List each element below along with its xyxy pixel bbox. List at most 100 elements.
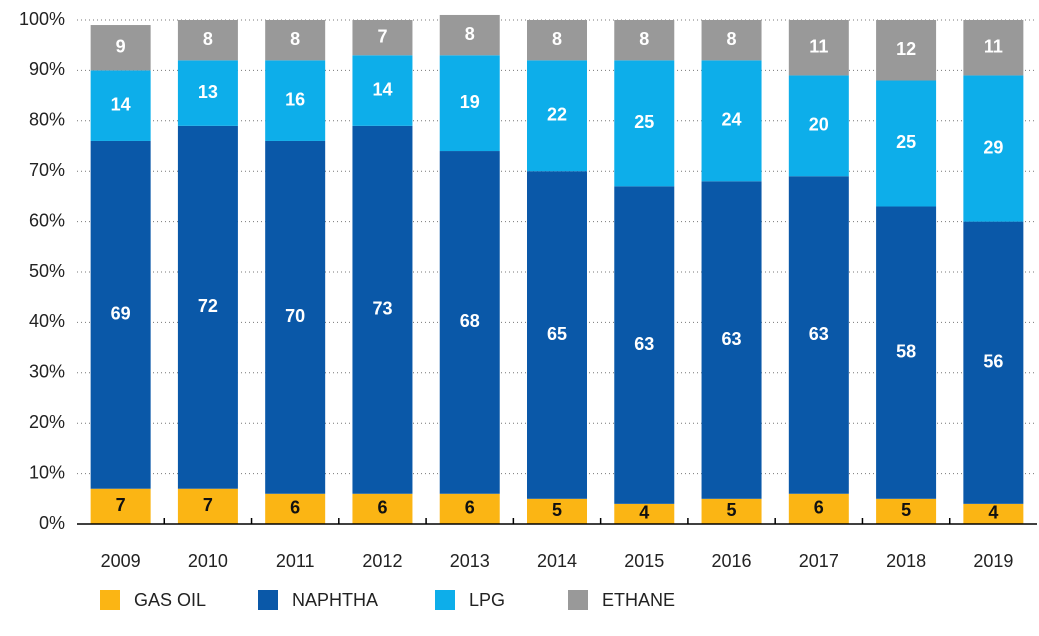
data-label: 68 <box>460 311 480 331</box>
data-label: 5 <box>901 500 911 520</box>
bar-segment <box>352 125 413 494</box>
data-label: 5 <box>552 500 562 520</box>
x-tick-label: 2013 <box>450 551 490 571</box>
bar-segment <box>527 171 587 499</box>
data-label: 69 <box>111 304 131 324</box>
data-label: 63 <box>634 334 654 354</box>
x-tick-label: 2010 <box>188 551 228 571</box>
legend-label: GAS OIL <box>134 590 206 610</box>
y-tick-label: 60% <box>29 210 65 230</box>
legend-swatch <box>100 590 120 610</box>
bar-segment <box>265 20 326 61</box>
x-tick-label: 2011 <box>276 551 315 571</box>
bar-segment <box>265 60 326 141</box>
x-tick-label: 2014 <box>537 551 577 571</box>
data-label: 8 <box>727 29 737 49</box>
data-label: 24 <box>722 110 742 130</box>
y-tick-label: 100% <box>19 9 65 29</box>
y-tick-label: 50% <box>29 261 65 281</box>
bar-segment <box>177 125 238 489</box>
bar-segment <box>876 206 937 499</box>
data-label: 70 <box>285 306 305 326</box>
data-label: 7 <box>203 495 213 515</box>
data-label: 56 <box>983 351 1003 371</box>
data-label: 19 <box>460 92 480 112</box>
bar-segment <box>352 20 413 56</box>
bar-segment <box>177 60 238 126</box>
data-label: 65 <box>547 324 567 344</box>
bar-segment <box>90 25 151 71</box>
legend-swatch <box>435 590 455 610</box>
y-tick-label: 20% <box>29 412 65 432</box>
bar-segment <box>439 14 500 56</box>
bar-segment <box>527 20 587 61</box>
legend-swatch <box>258 590 278 610</box>
data-label: 22 <box>547 105 567 125</box>
data-label: 8 <box>552 29 562 49</box>
data-label: 11 <box>809 36 828 56</box>
x-tick-label: 2018 <box>886 551 926 571</box>
data-label: 11 <box>984 36 1003 56</box>
bar-segment <box>177 488 238 524</box>
data-label: 9 <box>116 36 126 56</box>
bar-segment <box>963 75 1024 222</box>
data-label: 7 <box>377 26 387 46</box>
data-label: 58 <box>896 341 916 361</box>
data-label: 13 <box>198 82 218 102</box>
bar-segment <box>90 140 151 489</box>
data-label: 14 <box>372 79 392 99</box>
data-label: 6 <box>290 498 300 518</box>
legend-label: ETHANE <box>602 590 675 610</box>
bar-segment <box>352 493 413 524</box>
bar-segment <box>439 55 500 152</box>
bar-segment <box>701 20 762 61</box>
bar-segment <box>527 498 587 524</box>
bar-segment <box>788 75 849 177</box>
x-tick-label: 2012 <box>362 551 402 571</box>
legend-label: NAPHTHA <box>292 590 378 610</box>
bar-segment <box>876 20 937 81</box>
bar-segment <box>963 221 1024 504</box>
data-label: 6 <box>377 498 387 518</box>
x-tick-label: 2015 <box>624 551 664 571</box>
bar-segment <box>788 493 849 524</box>
legend-swatch <box>568 590 588 610</box>
data-label: 5 <box>727 500 737 520</box>
x-tick-label: 2017 <box>799 551 839 571</box>
data-label: 25 <box>896 132 916 152</box>
bar-segment <box>701 181 762 499</box>
bar-segment <box>963 20 1024 76</box>
data-label: 8 <box>203 29 213 49</box>
data-label: 6 <box>814 498 824 518</box>
y-tick-label: 40% <box>29 311 65 331</box>
data-label: 6 <box>465 498 475 518</box>
y-tick-label: 80% <box>29 110 65 130</box>
bar-segment <box>963 503 1024 524</box>
data-label: 12 <box>896 39 916 59</box>
data-label: 73 <box>372 299 392 319</box>
y-tick-label: 70% <box>29 160 65 180</box>
data-label: 4 <box>988 503 998 523</box>
bar-segment <box>265 493 326 524</box>
data-label: 25 <box>634 112 654 132</box>
data-label: 8 <box>465 24 475 44</box>
data-label: 20 <box>809 115 829 135</box>
data-label: 16 <box>285 89 305 109</box>
data-label: 63 <box>809 324 829 344</box>
y-tick-label: 90% <box>29 59 65 79</box>
bar-segment <box>876 498 937 524</box>
y-tick-label: 30% <box>29 362 65 382</box>
data-label: 14 <box>111 94 131 114</box>
bar-segment <box>439 151 500 494</box>
bar-segment <box>614 186 675 504</box>
bar-segment <box>701 498 762 524</box>
bar-segment <box>177 20 238 61</box>
legend-label: LPG <box>469 590 505 610</box>
bar-segment <box>876 80 937 207</box>
data-label: 7 <box>116 495 126 515</box>
x-tick-label: 2019 <box>973 551 1013 571</box>
y-tick-label: 0% <box>39 513 65 533</box>
bar-segment <box>788 20 849 76</box>
bar-segment <box>352 55 413 126</box>
